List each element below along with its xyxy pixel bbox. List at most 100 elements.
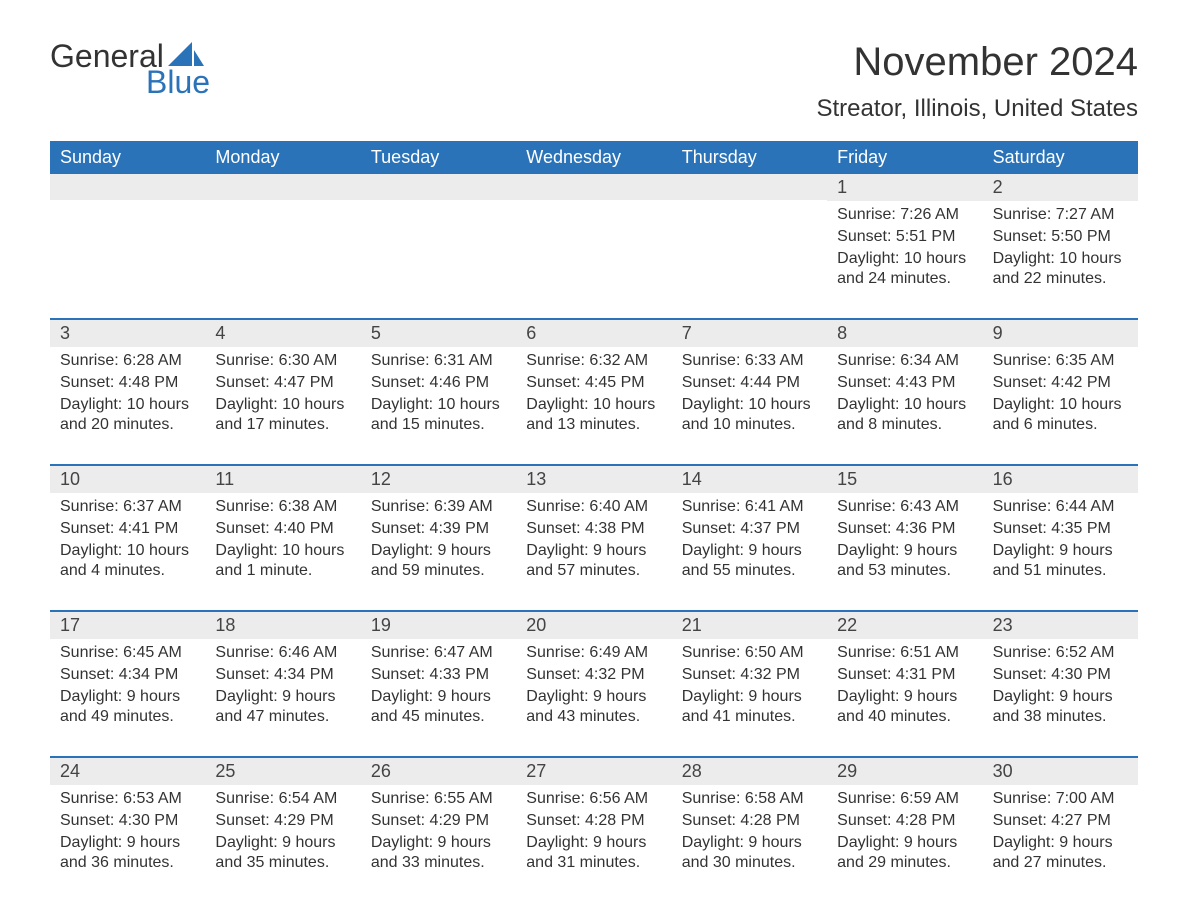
sunset-text: Sunset: 4:28 PM	[682, 811, 817, 832]
sunrise-text: Sunrise: 6:41 AM	[682, 497, 817, 518]
day-cell: 16Sunrise: 6:44 AMSunset: 4:35 PMDayligh…	[983, 466, 1138, 586]
day-cell: 3Sunrise: 6:28 AMSunset: 4:48 PMDaylight…	[50, 320, 205, 440]
day-number: 15	[827, 466, 982, 493]
sunset-text: Sunset: 4:44 PM	[682, 373, 817, 394]
day-cell: 20Sunrise: 6:49 AMSunset: 4:32 PMDayligh…	[516, 612, 671, 732]
empty-daynum	[672, 174, 827, 200]
sunrise-text: Sunrise: 6:46 AM	[215, 643, 350, 664]
day-cell: 13Sunrise: 6:40 AMSunset: 4:38 PMDayligh…	[516, 466, 671, 586]
day-body: Sunrise: 6:44 AMSunset: 4:35 PMDaylight:…	[983, 493, 1138, 582]
sunset-text: Sunset: 4:31 PM	[837, 665, 972, 686]
daylight-text: Daylight: 9 hours and 35 minutes.	[215, 833, 350, 875]
daylight-text: Daylight: 9 hours and 30 minutes.	[682, 833, 817, 875]
daylight-text: Daylight: 9 hours and 43 minutes.	[526, 687, 661, 729]
day-cell: 23Sunrise: 6:52 AMSunset: 4:30 PMDayligh…	[983, 612, 1138, 732]
sunrise-text: Sunrise: 7:26 AM	[837, 205, 972, 226]
sunrise-text: Sunrise: 6:43 AM	[837, 497, 972, 518]
day-cell: 21Sunrise: 6:50 AMSunset: 4:32 PMDayligh…	[672, 612, 827, 732]
day-body: Sunrise: 6:41 AMSunset: 4:37 PMDaylight:…	[672, 493, 827, 582]
day-cell	[672, 174, 827, 294]
empty-daynum	[361, 174, 516, 200]
daylight-text: Daylight: 9 hours and 36 minutes.	[60, 833, 195, 875]
sunrise-text: Sunrise: 6:35 AM	[993, 351, 1128, 372]
day-cell	[205, 174, 360, 294]
day-cell: 17Sunrise: 6:45 AMSunset: 4:34 PMDayligh…	[50, 612, 205, 732]
day-body: Sunrise: 6:54 AMSunset: 4:29 PMDaylight:…	[205, 785, 360, 874]
sunrise-text: Sunrise: 6:50 AM	[682, 643, 817, 664]
location: Streator, Illinois, United States	[817, 95, 1139, 123]
daylight-text: Daylight: 10 hours and 6 minutes.	[993, 395, 1128, 437]
day-number: 3	[50, 320, 205, 347]
day-number: 10	[50, 466, 205, 493]
logo-text-blue: Blue	[146, 66, 210, 98]
daylight-text: Daylight: 9 hours and 45 minutes.	[371, 687, 506, 729]
day-number: 5	[361, 320, 516, 347]
sunset-text: Sunset: 4:32 PM	[526, 665, 661, 686]
sunrise-text: Sunrise: 7:00 AM	[993, 789, 1128, 810]
daylight-text: Daylight: 9 hours and 55 minutes.	[682, 541, 817, 583]
daylight-text: Daylight: 9 hours and 27 minutes.	[993, 833, 1128, 875]
day-body: Sunrise: 6:59 AMSunset: 4:28 PMDaylight:…	[827, 785, 982, 874]
daylight-text: Daylight: 10 hours and 20 minutes.	[60, 395, 195, 437]
day-body: Sunrise: 7:26 AMSunset: 5:51 PMDaylight:…	[827, 201, 982, 290]
day-number: 14	[672, 466, 827, 493]
day-number: 6	[516, 320, 671, 347]
day-body: Sunrise: 6:31 AMSunset: 4:46 PMDaylight:…	[361, 347, 516, 436]
day-cell: 24Sunrise: 6:53 AMSunset: 4:30 PMDayligh…	[50, 758, 205, 878]
day-cell	[50, 174, 205, 294]
daylight-text: Daylight: 9 hours and 59 minutes.	[371, 541, 506, 583]
sunrise-text: Sunrise: 6:44 AM	[993, 497, 1128, 518]
sunset-text: Sunset: 4:35 PM	[993, 519, 1128, 540]
day-cell: 14Sunrise: 6:41 AMSunset: 4:37 PMDayligh…	[672, 466, 827, 586]
day-number: 18	[205, 612, 360, 639]
sunset-text: Sunset: 4:30 PM	[993, 665, 1128, 686]
daylight-text: Daylight: 10 hours and 22 minutes.	[993, 249, 1128, 291]
day-number: 7	[672, 320, 827, 347]
day-number: 13	[516, 466, 671, 493]
day-number: 17	[50, 612, 205, 639]
day-body: Sunrise: 6:39 AMSunset: 4:39 PMDaylight:…	[361, 493, 516, 582]
sunset-text: Sunset: 4:46 PM	[371, 373, 506, 394]
sunrise-text: Sunrise: 6:32 AM	[526, 351, 661, 372]
weekday-header: Sunday	[50, 141, 205, 174]
empty-daynum	[50, 174, 205, 200]
day-body: Sunrise: 6:49 AMSunset: 4:32 PMDaylight:…	[516, 639, 671, 728]
sunset-text: Sunset: 4:43 PM	[837, 373, 972, 394]
sunset-text: Sunset: 4:39 PM	[371, 519, 506, 540]
day-number: 2	[983, 174, 1138, 201]
day-body: Sunrise: 6:55 AMSunset: 4:29 PMDaylight:…	[361, 785, 516, 874]
day-number: 27	[516, 758, 671, 785]
sunrise-text: Sunrise: 6:37 AM	[60, 497, 195, 518]
day-body: Sunrise: 6:43 AMSunset: 4:36 PMDaylight:…	[827, 493, 982, 582]
day-body: Sunrise: 7:27 AMSunset: 5:50 PMDaylight:…	[983, 201, 1138, 290]
sunrise-text: Sunrise: 6:33 AM	[682, 351, 817, 372]
day-body: Sunrise: 6:53 AMSunset: 4:30 PMDaylight:…	[50, 785, 205, 874]
weekday-header: Friday	[827, 141, 982, 174]
day-cell: 22Sunrise: 6:51 AMSunset: 4:31 PMDayligh…	[827, 612, 982, 732]
sunset-text: Sunset: 4:30 PM	[60, 811, 195, 832]
sunrise-text: Sunrise: 6:49 AM	[526, 643, 661, 664]
day-cell: 2Sunrise: 7:27 AMSunset: 5:50 PMDaylight…	[983, 174, 1138, 294]
sunrise-text: Sunrise: 6:55 AM	[371, 789, 506, 810]
daylight-text: Daylight: 10 hours and 1 minute.	[215, 541, 350, 583]
day-cell: 15Sunrise: 6:43 AMSunset: 4:36 PMDayligh…	[827, 466, 982, 586]
daylight-text: Daylight: 10 hours and 10 minutes.	[682, 395, 817, 437]
empty-daynum	[516, 174, 671, 200]
day-body: Sunrise: 7:00 AMSunset: 4:27 PMDaylight:…	[983, 785, 1138, 874]
week-row: 3Sunrise: 6:28 AMSunset: 4:48 PMDaylight…	[50, 318, 1138, 440]
day-number: 1	[827, 174, 982, 201]
sunrise-text: Sunrise: 6:51 AM	[837, 643, 972, 664]
day-number: 24	[50, 758, 205, 785]
daylight-text: Daylight: 9 hours and 49 minutes.	[60, 687, 195, 729]
sunset-text: Sunset: 4:48 PM	[60, 373, 195, 394]
day-body: Sunrise: 6:51 AMSunset: 4:31 PMDaylight:…	[827, 639, 982, 728]
day-number: 19	[361, 612, 516, 639]
day-cell: 30Sunrise: 7:00 AMSunset: 4:27 PMDayligh…	[983, 758, 1138, 878]
day-cell: 26Sunrise: 6:55 AMSunset: 4:29 PMDayligh…	[361, 758, 516, 878]
title-block: November 2024 Streator, Illinois, United…	[817, 40, 1139, 123]
daylight-text: Daylight: 10 hours and 8 minutes.	[837, 395, 972, 437]
sunrise-text: Sunrise: 6:34 AM	[837, 351, 972, 372]
day-cell: 8Sunrise: 6:34 AMSunset: 4:43 PMDaylight…	[827, 320, 982, 440]
day-body: Sunrise: 6:46 AMSunset: 4:34 PMDaylight:…	[205, 639, 360, 728]
day-number: 22	[827, 612, 982, 639]
